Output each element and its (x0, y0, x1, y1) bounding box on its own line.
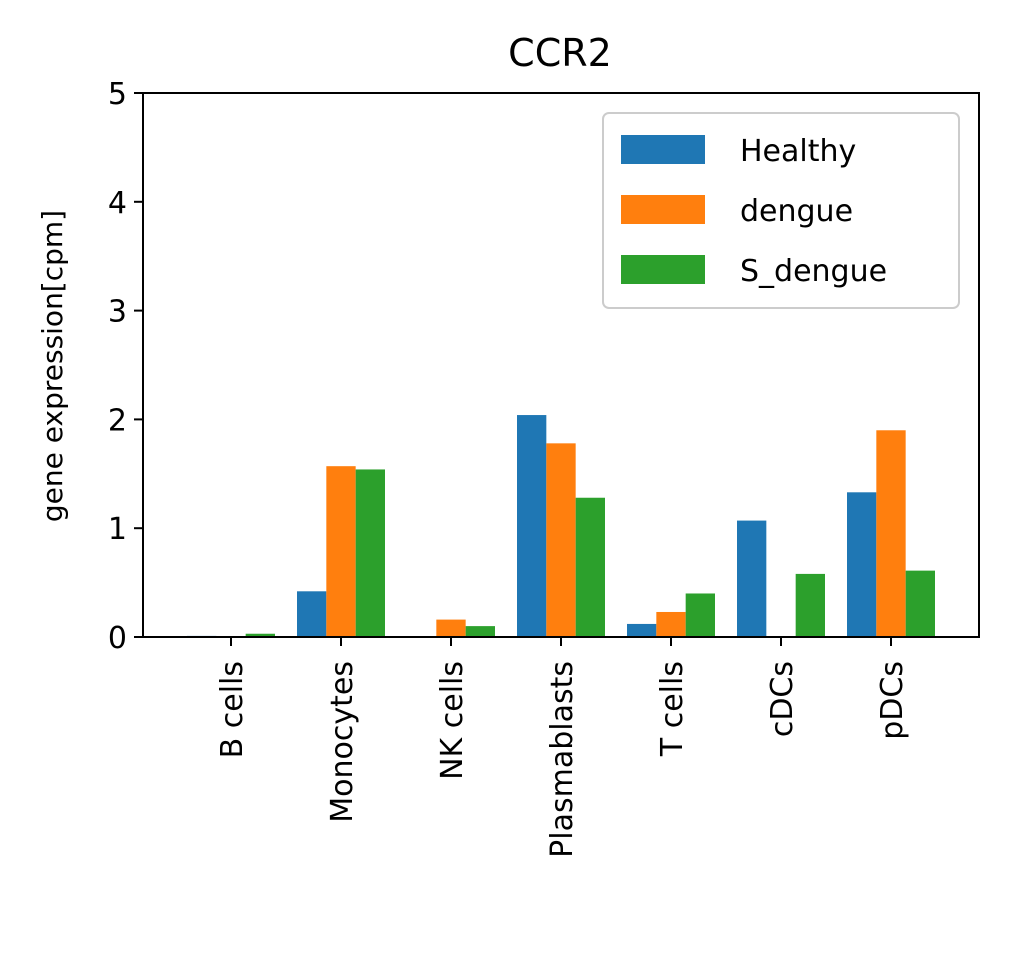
bar-healthy-plasmablasts (517, 415, 547, 637)
x-tick-label: Monocytes (325, 661, 360, 823)
y-axis-label: gene expression[cpm] (36, 210, 69, 522)
bar-s-dengue-cdcs (795, 573, 825, 637)
bar-dengue-pdcs (876, 430, 906, 637)
bar-healthy-pdcs (847, 492, 877, 637)
x-tick-label: NK cells (435, 661, 470, 780)
bar-healthy-t-cells (627, 623, 657, 637)
bar-s-dengue-plasmablasts (575, 497, 605, 637)
plot-area: 0 1 2 3 4 5 B cells Monocytes NK cells Plasmablas… (108, 77, 980, 858)
legend-label: S_dengue (740, 254, 887, 289)
y-tick-label: 0 (108, 621, 127, 656)
bar-s-dengue-nk-cells (465, 626, 495, 637)
bar-healthy-cdcs (737, 520, 767, 637)
bar-dengue-plasmablasts (546, 443, 576, 637)
legend-swatch (621, 195, 705, 224)
bar-dengue-t-cells (656, 611, 686, 637)
y-tick-label: 4 (108, 186, 127, 221)
bar-s-dengue-t-cells (685, 593, 715, 637)
bar-dengue-monocytes (326, 466, 356, 637)
x-tick-label: B cells (215, 661, 250, 758)
x-tick-label: Plasmablasts (545, 661, 580, 858)
bar-s-dengue-pdcs (905, 570, 935, 637)
bar-healthy-monocytes (297, 591, 327, 637)
legend-label: Healthy (740, 134, 856, 169)
y-tick-label: 3 (108, 295, 127, 330)
legend: Healthy dengue S_dengue (602, 112, 960, 309)
bar-s-dengue-monocytes (355, 469, 385, 637)
bar-s-dengue-b-cells (245, 633, 275, 637)
chart-title: CCR2 (508, 31, 612, 75)
y-tick-label: 5 (108, 77, 127, 112)
y-tick-label: 2 (108, 403, 127, 438)
legend-swatch (621, 255, 705, 284)
x-tick-label: pDCs (875, 661, 910, 740)
x-tick-label: T cells (655, 661, 690, 757)
y-tick-label: 1 (108, 512, 127, 547)
bar-dengue-nk-cells (436, 619, 466, 637)
x-tick-label: cDCs (765, 661, 800, 737)
legend-swatch (621, 135, 705, 164)
legend-label: dengue (740, 194, 853, 229)
